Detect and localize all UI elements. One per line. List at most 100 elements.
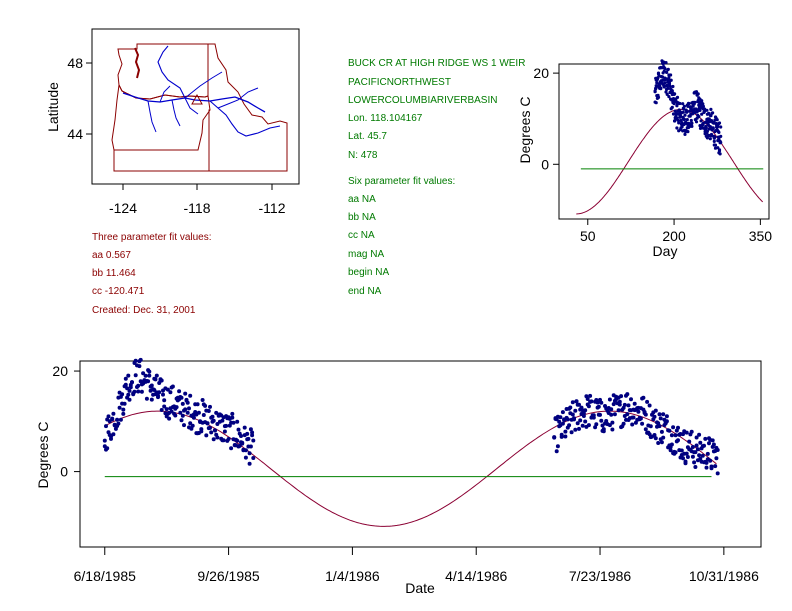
big-data-point <box>167 416 172 421</box>
big-data-point <box>625 392 630 397</box>
big-data-point <box>554 449 559 454</box>
big-data-point <box>162 398 167 403</box>
big-data-point <box>137 364 142 369</box>
small-data-point <box>707 127 711 131</box>
big-data-point <box>208 404 212 409</box>
big-data-point <box>123 376 128 381</box>
big-data-point <box>705 451 710 456</box>
map-frame <box>91 28 300 185</box>
big-data-point <box>652 414 657 419</box>
big-data-point <box>161 392 165 397</box>
big-data-point <box>149 397 154 402</box>
big-data-point <box>188 421 193 426</box>
big-data-point <box>235 438 240 443</box>
small-data-point <box>683 132 687 136</box>
big-data-point <box>617 399 622 404</box>
small-data-point <box>688 109 692 113</box>
small-data-point <box>669 78 673 82</box>
big-data-point <box>180 413 185 418</box>
big-data-point <box>133 373 138 378</box>
small-data-point <box>664 77 668 81</box>
big-data-point <box>617 402 622 407</box>
big-data-point <box>117 405 122 410</box>
big-data-point <box>205 421 210 426</box>
three-param-aa: aa 0.567 <box>92 250 131 261</box>
big-data-point <box>248 427 253 432</box>
big-data-point <box>555 444 560 449</box>
big-data-point <box>569 430 574 435</box>
big-data-point <box>126 392 131 397</box>
big-data-point <box>183 391 188 396</box>
big-data-point <box>638 416 643 421</box>
big-data-point <box>715 448 720 452</box>
big-data-point <box>585 397 590 401</box>
big-data-point <box>625 412 630 417</box>
big-data-point <box>641 395 646 400</box>
big-data-point <box>245 431 250 436</box>
big-data-point <box>102 438 107 443</box>
big-data-point <box>676 425 680 430</box>
big-data-point <box>599 418 604 423</box>
big-data-point <box>704 460 709 465</box>
big-data-point <box>661 435 666 440</box>
big-data-point <box>563 434 568 439</box>
big-data-point <box>700 453 705 458</box>
small-xtick-label: 50 <box>580 228 596 244</box>
big-data-point <box>110 417 115 422</box>
big-xtick-label: 6/18/1985 <box>74 568 136 584</box>
small-data-point <box>701 102 705 106</box>
small-data-point <box>662 85 666 89</box>
big-data-point <box>673 433 678 438</box>
big-data-point <box>697 432 702 437</box>
big-data-point <box>676 438 680 443</box>
big-data-point <box>693 465 698 469</box>
six-param-cc: cc NA <box>348 230 375 241</box>
small-data-point <box>667 76 671 80</box>
small-data-point <box>717 148 722 152</box>
big-data-point <box>577 426 581 431</box>
big-data-point <box>575 421 580 426</box>
map-snake-river <box>209 100 281 137</box>
small-data-point <box>664 61 668 65</box>
big-data-point <box>147 369 152 374</box>
big-data-point <box>104 424 108 429</box>
map-spokane <box>184 71 223 99</box>
big-data-point <box>226 437 231 441</box>
big-data-point <box>673 450 678 455</box>
six-param-mag: mag NA <box>348 249 385 260</box>
small-data-point <box>699 119 703 123</box>
big-data-point <box>563 429 568 434</box>
big-data-point <box>174 405 179 410</box>
big-data-point <box>661 412 666 417</box>
small-data-point <box>717 137 721 141</box>
big-data-point <box>121 411 126 416</box>
big-data-point <box>594 422 599 427</box>
big-data-point <box>215 435 220 440</box>
big-data-point <box>557 419 562 424</box>
big-data-point <box>248 444 253 449</box>
big-data-point <box>619 394 624 399</box>
big-data-point <box>178 410 183 415</box>
big-xtick-label: 10/31/1986 <box>689 568 759 584</box>
big-data-point <box>607 423 612 428</box>
three-param-bb: bb 11.464 <box>92 268 136 279</box>
big-data-point <box>610 420 615 425</box>
small-data-point <box>711 111 715 115</box>
map-john-day <box>184 97 199 115</box>
six-param-title: Six parameter fit values: <box>348 176 456 187</box>
big-data-point <box>565 417 570 422</box>
big-data-point <box>643 427 648 432</box>
big-data-point <box>652 433 657 437</box>
big-data-point <box>121 407 126 412</box>
small-data-point <box>673 92 677 96</box>
big-data-point <box>170 384 175 389</box>
big-data-point <box>159 378 164 383</box>
big-data-point <box>185 410 190 415</box>
small-data-point <box>675 95 680 99</box>
big-data-point <box>589 399 594 404</box>
big-data-point <box>704 465 709 470</box>
big-data-point <box>671 425 676 430</box>
big-data-point <box>221 438 226 443</box>
big-data-point <box>208 425 212 430</box>
small-data-point <box>678 114 683 118</box>
